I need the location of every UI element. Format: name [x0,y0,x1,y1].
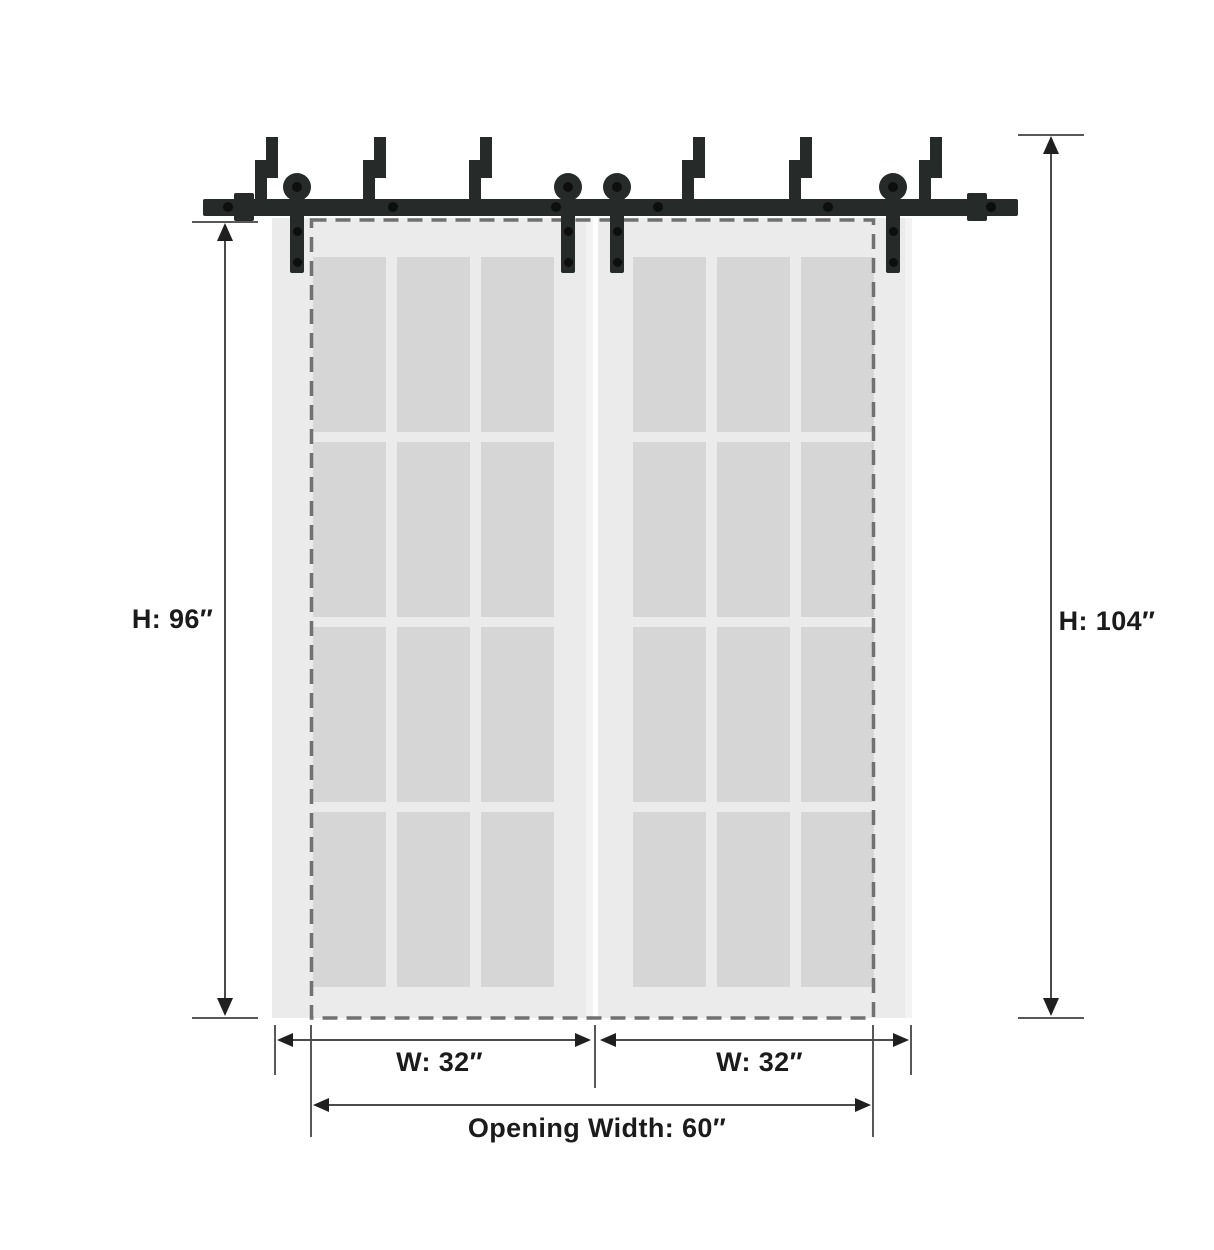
glass-pane [633,442,706,617]
dimension-tick [1018,134,1084,136]
glass-pane [633,812,706,987]
glass-pane [633,627,706,802]
hanger-strap [610,199,624,273]
hanger-strap [290,199,304,273]
up-arrowhead-icon [1043,136,1059,154]
door-height-dimension-line [224,227,226,1013]
track-bolt [388,202,398,212]
glass-pane [481,257,554,432]
dimension-tick [192,221,258,223]
door-glass-grid [633,257,874,987]
wall-mount-bracket [363,137,386,200]
glass-pane [313,627,386,802]
wall-mount-bracket [255,137,278,200]
overall-height-dimension-line [1050,140,1052,1013]
extension-line [872,1025,874,1137]
glass-pane [481,812,554,987]
glass-pane [633,257,706,432]
left-door-width-label: W: 32″ [396,1047,483,1077]
left-arrowhead-icon [277,1033,293,1047]
overall-height-label: H: 104″ [1058,606,1156,636]
extension-line [910,1025,912,1075]
door-height-label: H: 96″ [131,604,214,634]
right-door-width-dimension-line [607,1039,897,1041]
track-end-spacer [967,193,987,221]
door-edge-highlight [586,218,593,1018]
dimension-tick [192,1017,258,1019]
roller-wheel [879,173,907,201]
glass-pane [801,812,874,987]
extension-line [594,1025,596,1088]
hanger-strap [886,199,900,273]
door-edge-highlight [905,218,912,1018]
down-arrowhead-icon [217,998,233,1016]
right-arrowhead-icon [575,1033,591,1047]
opening-width-dimension-line [327,1104,857,1106]
glass-pane [801,257,874,432]
glass-pane [801,442,874,617]
glass-pane [313,442,386,617]
left-arrowhead-icon [313,1098,329,1112]
glass-pane [397,812,470,987]
opening-width-label: Opening Width: 60″ [467,1113,727,1143]
right-door-panel [598,218,912,1018]
right-arrowhead-icon [893,1033,909,1047]
right-arrowhead-icon [855,1098,871,1112]
glass-pane [397,257,470,432]
left-door-width-dimension-line [289,1039,579,1041]
down-arrowhead-icon [1043,998,1059,1016]
glass-pane [397,627,470,802]
wall-mount-bracket [682,137,705,200]
up-arrowhead-icon [217,223,233,241]
track-bolt [551,202,561,212]
track-bolt [653,202,663,212]
track-end-spacer [234,193,254,221]
wall-mount-bracket [469,137,492,200]
right-door-width-label: W: 32″ [716,1047,803,1077]
extension-line [274,1025,276,1075]
glass-pane [717,812,790,987]
door-glass-grid [313,257,554,987]
dimension-tick [1018,1017,1084,1019]
glass-pane [717,627,790,802]
wall-mount-bracket [789,137,812,200]
track-bolt [986,202,996,212]
glass-pane [313,812,386,987]
glass-pane [717,442,790,617]
glass-pane [397,442,470,617]
hanger-strap [561,199,575,273]
roller-wheel [554,173,582,201]
glass-pane [481,442,554,617]
glass-pane [717,257,790,432]
left-arrowhead-icon [600,1033,616,1047]
roller-wheel [283,173,311,201]
glass-pane [481,627,554,802]
extension-line [310,1025,312,1137]
track-bolt [223,202,233,212]
roller-wheel [603,173,631,201]
glass-pane [801,627,874,802]
glass-pane [313,257,386,432]
left-door-panel [272,218,593,1018]
wall-mount-bracket [919,137,942,200]
track-bolt [823,202,833,212]
